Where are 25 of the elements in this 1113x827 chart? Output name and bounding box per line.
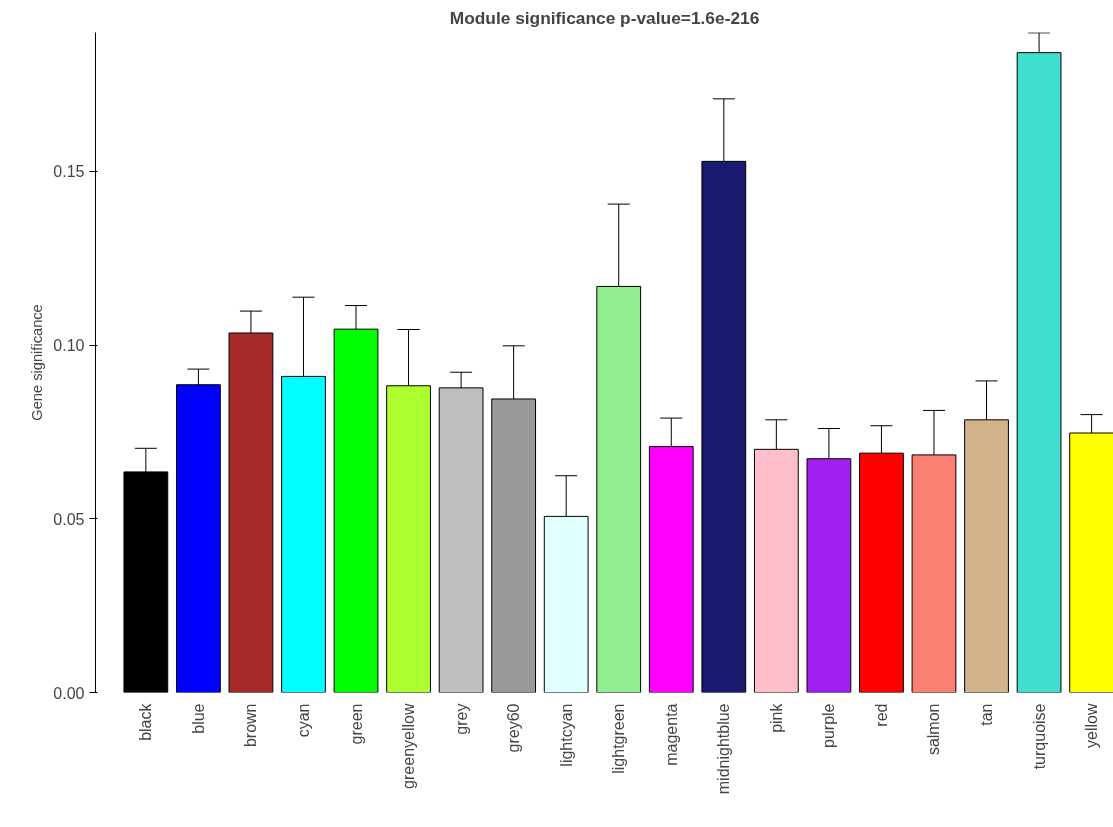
x-tick-label: grey [452, 703, 470, 735]
x-tick-label: purple [820, 703, 838, 748]
x-tick-label: yellow [1083, 703, 1101, 748]
x-tick-label: cyan [294, 703, 312, 738]
chart-title: Module significance p-value=1.6e-216 [449, 7, 760, 28]
y-axis-title: Gene significance [29, 304, 46, 421]
x-tick-label: black [137, 702, 155, 741]
y-tick-label: 0.05 [53, 510, 85, 528]
x-tick-label: tan [978, 703, 996, 726]
x-tick-label: grey60 [505, 703, 523, 753]
x-tick-label: salmon [925, 703, 943, 756]
x-tick-label: turquoise [1030, 703, 1048, 770]
x-tick-label: blue [189, 703, 207, 734]
x-tick-label: lightcyan [557, 703, 575, 767]
x-tick-label: brown [242, 703, 260, 748]
y-tick-label: 0.00 [53, 684, 85, 702]
y-tick-label: 0.15 [53, 163, 85, 181]
x-tick-label: red [872, 703, 890, 727]
y-tick-label: 0.10 [53, 337, 85, 355]
x-tick-label: lightgreen [610, 703, 628, 774]
x-tick-label: magenta [662, 703, 680, 766]
x-tick-label: green [347, 703, 365, 745]
x-tick-label: greenyellow [400, 703, 418, 789]
x-tick-label: midnightblue [715, 703, 733, 795]
x-tick-label: pink [767, 702, 785, 733]
